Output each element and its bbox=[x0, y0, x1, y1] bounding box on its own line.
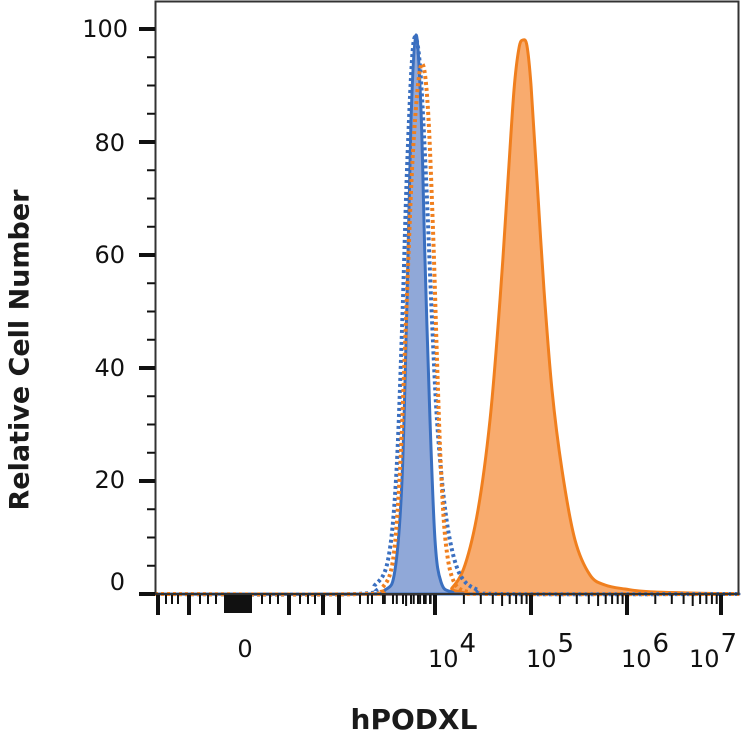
histogram-filled-orange bbox=[153, 38, 741, 596]
y-axis-label: Relative Cell Number bbox=[4, 189, 36, 511]
y-tick-label-100: 100 bbox=[82, 15, 128, 43]
x-tick-label-1e5: 105 bbox=[525, 629, 575, 673]
plot-frame bbox=[154, 0, 740, 595]
y-tick-label-40: 40 bbox=[94, 354, 125, 382]
y-tick-label-0: 0 bbox=[109, 568, 125, 596]
x-tick-label-0: 0 bbox=[237, 635, 253, 663]
y-axis-ticks bbox=[139, 27, 155, 596]
y-tick-label-20: 20 bbox=[94, 466, 125, 494]
y-tick-label-60: 60 bbox=[94, 241, 125, 269]
histogram-dotted-blue bbox=[154, 34, 740, 597]
x-axis-ticks bbox=[156, 595, 723, 615]
histogram-curves bbox=[153, 33, 741, 597]
x-tick-label-1e4: 104 bbox=[427, 629, 477, 673]
x-tick-label-1e6: 106 bbox=[620, 629, 670, 673]
x-tick-label-1e7: 107 bbox=[688, 629, 738, 673]
histogram-filled-blue bbox=[153, 33, 741, 596]
y-tick-label-80: 80 bbox=[94, 129, 125, 157]
histogram-dotted-orange bbox=[154, 61, 740, 597]
x-axis-label: hPODXL bbox=[350, 703, 478, 736]
